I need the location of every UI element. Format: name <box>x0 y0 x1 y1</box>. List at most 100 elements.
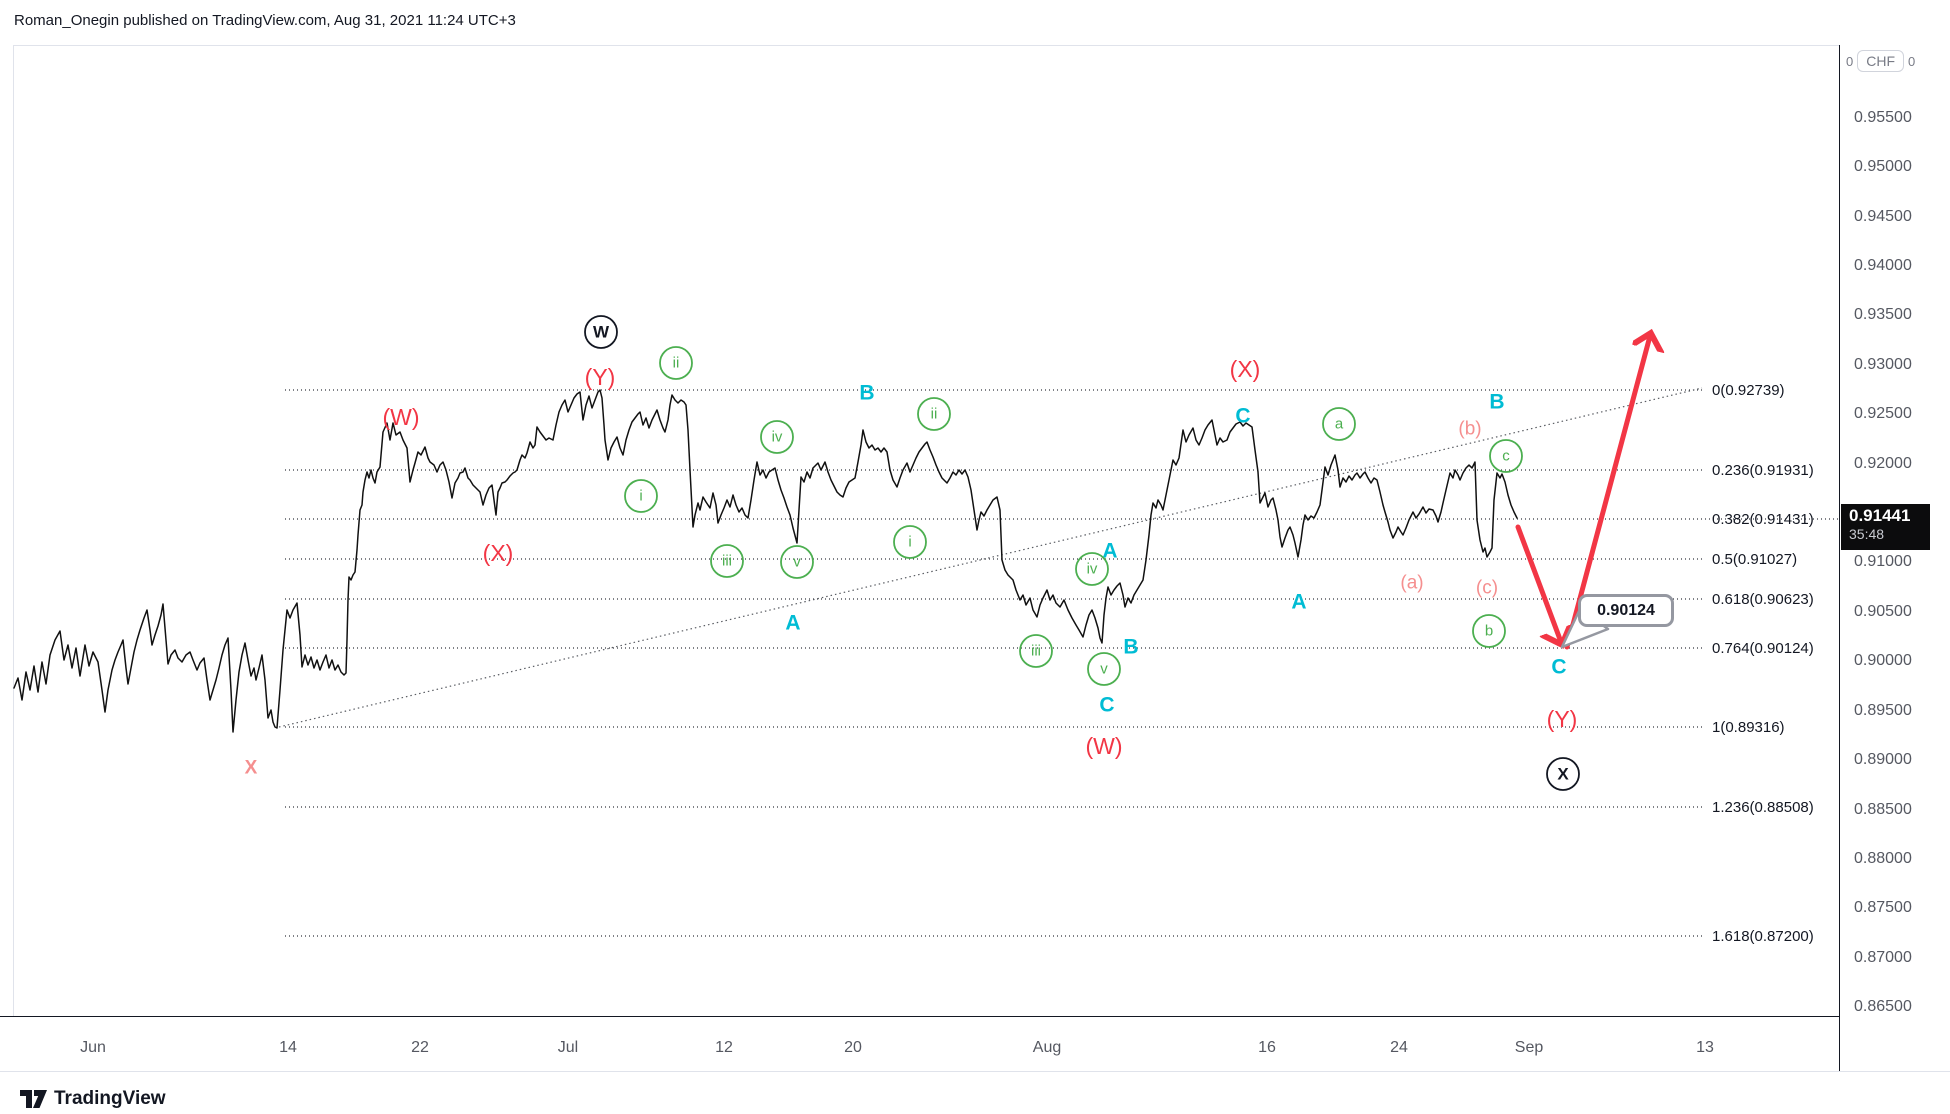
wave-label-ii-green[interactable]: ii <box>917 397 951 431</box>
wave-label-v-green[interactable]: v <box>780 545 814 579</box>
wave-label-text: iv <box>1087 561 1098 578</box>
time-axis-label: Aug <box>1032 1039 1062 1056</box>
wave-label-c-pink[interactable]: (c) <box>1476 578 1498 599</box>
fib-level-label[interactable]: 0.618(0.90623) <box>1712 591 1814 608</box>
wave-label-X-pink[interactable]: X <box>245 758 258 779</box>
price-axis-label: 0.89500 <box>1854 702 1912 719</box>
price-axis-label: 0.88000 <box>1854 850 1912 867</box>
fib-level-label[interactable]: 1.236(0.88508) <box>1712 799 1814 816</box>
fib-level-label[interactable]: 0.382(0.91431) <box>1712 511 1814 528</box>
wave-label-B-cyan[interactable]: B <box>1489 391 1504 414</box>
wave-label-i-green[interactable]: i <box>893 525 927 559</box>
wave-label-A-cyan[interactable]: A <box>1102 540 1117 563</box>
fib-level-label[interactable]: 0.5(0.91027) <box>1712 551 1797 568</box>
wave-label-i-green[interactable]: i <box>624 479 658 513</box>
fib-level-label[interactable]: 0.236(0.91931) <box>1712 462 1814 479</box>
wave-label-text: (W) <box>1085 733 1122 759</box>
wave-label-W-red[interactable]: (W) <box>1085 733 1122 759</box>
fib-level-label[interactable]: 1(0.89316) <box>1712 719 1785 736</box>
tradingview-logo-icon <box>20 1090 47 1108</box>
trendline[interactable] <box>278 387 1703 728</box>
price-line[interactable] <box>13 389 1518 733</box>
scale-right-value: 0 <box>1908 53 1916 69</box>
plot-border-left <box>13 45 14 1016</box>
wave-label-text: A <box>1291 591 1306 614</box>
wave-label-A-cyan[interactable]: A <box>785 612 800 635</box>
wave-label-text: W <box>593 323 610 342</box>
wave-label-text: B <box>1123 636 1138 659</box>
price-series[interactable] <box>13 389 1518 733</box>
currency-button[interactable]: CHF <box>1857 50 1905 72</box>
wave-label-b-green[interactable]: b <box>1472 614 1506 648</box>
wave-label-text: (a) <box>1400 573 1423 594</box>
price-axis-label: 0.87000 <box>1854 949 1912 966</box>
wave-label-X-red[interactable]: (X) <box>483 540 514 566</box>
fib-level-label[interactable]: 1.618(0.87200) <box>1712 928 1814 945</box>
price-scale-header: 0 CHF 0 <box>1846 50 1915 72</box>
wave-label-iii-green[interactable]: iii <box>1019 634 1053 668</box>
wave-label-text: iv <box>772 429 783 446</box>
wave-label-a-green[interactable]: a <box>1322 407 1356 441</box>
wave-label-ii-green[interactable]: ii <box>659 346 693 380</box>
price-axis-label: 0.94500 <box>1854 208 1912 225</box>
price-axis-label: 0.88500 <box>1854 801 1912 818</box>
wave-label-C-cyan[interactable]: C <box>1235 405 1250 428</box>
price-axis-label: 0.90000 <box>1854 652 1912 669</box>
wave-label-text: i <box>908 534 911 551</box>
current-price-badge: 0.91441 35:48 <box>1841 504 1930 550</box>
current-price-value: 0.91441 <box>1849 506 1911 525</box>
red-down-arrow[interactable] <box>1515 524 1561 642</box>
wave-label-b-pink[interactable]: (b) <box>1458 419 1481 440</box>
wave-label-v-green[interactable]: v <box>1087 652 1121 686</box>
wave-label-iv-green[interactable]: iv <box>1075 552 1109 586</box>
wave-label-text: (Y) <box>585 364 616 390</box>
wave-label-text: A <box>1102 540 1117 563</box>
wave-label-text: v <box>793 554 801 571</box>
tradingview-logo[interactable]: TradingView <box>20 1088 166 1110</box>
price-axis-label: 0.86500 <box>1854 998 1912 1015</box>
price-axis-label: 0.95000 <box>1854 158 1912 175</box>
fib-level-label[interactable]: 0.764(0.90124) <box>1712 640 1814 657</box>
wave-label-text: b <box>1485 623 1493 640</box>
wave-label-A-cyan[interactable]: A <box>1291 591 1306 614</box>
time-axis-label: Jul <box>557 1039 579 1056</box>
time-axis-label: 16 <box>1258 1039 1276 1056</box>
tradingview-logo-text: TradingView <box>54 1088 166 1109</box>
wave-label-Y-red[interactable]: (Y) <box>585 364 616 390</box>
wave-label-text: C <box>1235 405 1250 428</box>
wave-label-X-red[interactable]: (X) <box>1230 356 1261 382</box>
wave-label-text: c <box>1502 448 1510 465</box>
wave-label-text: (X) <box>483 540 514 566</box>
wave-label-C-cyan[interactable]: C <box>1099 694 1114 717</box>
wave-label-text: (c) <box>1476 578 1498 599</box>
wave-label-iii-green[interactable]: iii <box>710 544 744 578</box>
wave-label-W-dark[interactable]: W <box>584 315 618 349</box>
wave-label-W-red[interactable]: (W) <box>382 404 419 430</box>
fib-level-label[interactable]: 0(0.92739) <box>1712 382 1785 399</box>
wave-label-C-cyan[interactable]: C <box>1551 656 1566 679</box>
time-axis[interactable]: Jun 14 22 Jul 12 20 Aug 16 24 Sep 13 <box>0 1016 1950 1072</box>
publish-header: Roman_Onegin published on TradingView.co… <box>14 12 516 29</box>
wave-label-B-cyan[interactable]: B <box>1123 636 1138 659</box>
wave-label-text: (X) <box>1230 356 1261 382</box>
wave-label-text: C <box>1551 656 1566 679</box>
wave-label-B-cyan[interactable]: B <box>859 382 874 405</box>
wave-label-iv-green[interactable]: iv <box>760 420 794 454</box>
time-axis-label: 24 <box>1390 1039 1408 1056</box>
price-axis-label: 0.93000 <box>1854 356 1912 373</box>
trendline-group[interactable] <box>278 387 1703 728</box>
wave-label-Y-red[interactable]: (Y) <box>1547 706 1578 732</box>
wave-label-c-green[interactable]: c <box>1489 439 1523 473</box>
fib-retracement[interactable]: 0(0.92739) 0.236(0.91931) 0.382(0.91431) 0.… <box>285 382 1838 945</box>
price-axis-label: 0.94000 <box>1854 257 1912 274</box>
wave-label-text: (W) <box>382 404 419 430</box>
wave-label-X-dark[interactable]: X <box>1546 757 1580 791</box>
price-axis[interactable]: 0 CHF 0 0.91441 35:48 0.95500 0.95000 0.94… <box>1839 45 1950 1071</box>
time-axis-label: 13 <box>1696 1039 1714 1056</box>
price-callout[interactable]: 0.90124 <box>1578 594 1674 627</box>
price-axis-label: 0.92000 <box>1854 455 1912 472</box>
wave-label-a-pink[interactable]: (a) <box>1400 573 1423 594</box>
